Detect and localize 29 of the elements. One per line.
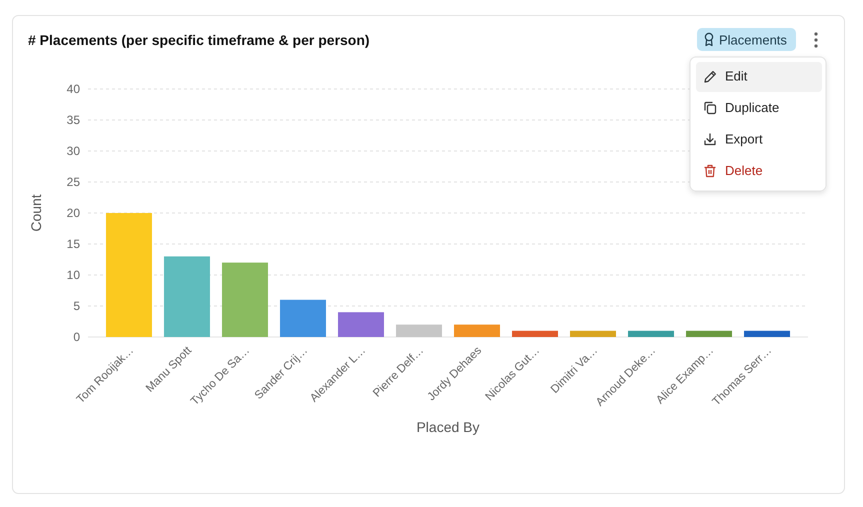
y-tick-label: 25: [66, 175, 80, 189]
bar: [744, 330, 790, 337]
bar: [222, 262, 268, 337]
bar: [338, 312, 384, 337]
text: Placements: [719, 32, 788, 48]
annotation: Duplicate: [725, 100, 780, 115]
bar: [454, 324, 500, 337]
y-tick-label: 5: [73, 299, 80, 313]
bar: [628, 330, 674, 337]
annotation: Delete: [725, 163, 763, 178]
bar: [570, 330, 616, 337]
text: Edit: [725, 68, 748, 84]
bar: [106, 213, 152, 337]
chart-title: # Placements (per specific timeframe & per person): [28, 32, 370, 48]
annotation: Export: [725, 132, 763, 146]
bar: [512, 330, 558, 337]
y-tick-label: 35: [66, 113, 80, 127]
bar: [280, 300, 326, 337]
y-tick-label: 20: [66, 206, 80, 220]
y-tick-label: 10: [66, 268, 80, 282]
y-tick-label: 0: [73, 330, 80, 344]
x-axis-title: Placed By: [416, 419, 480, 435]
bar: [396, 324, 442, 337]
y-tick-label: 30: [66, 144, 80, 158]
bar: [686, 330, 732, 337]
y-tick-label: 15: [66, 237, 80, 251]
y-tick-label: 40: [66, 82, 80, 96]
bar: [164, 256, 210, 337]
y-axis-title: Count: [28, 194, 44, 232]
